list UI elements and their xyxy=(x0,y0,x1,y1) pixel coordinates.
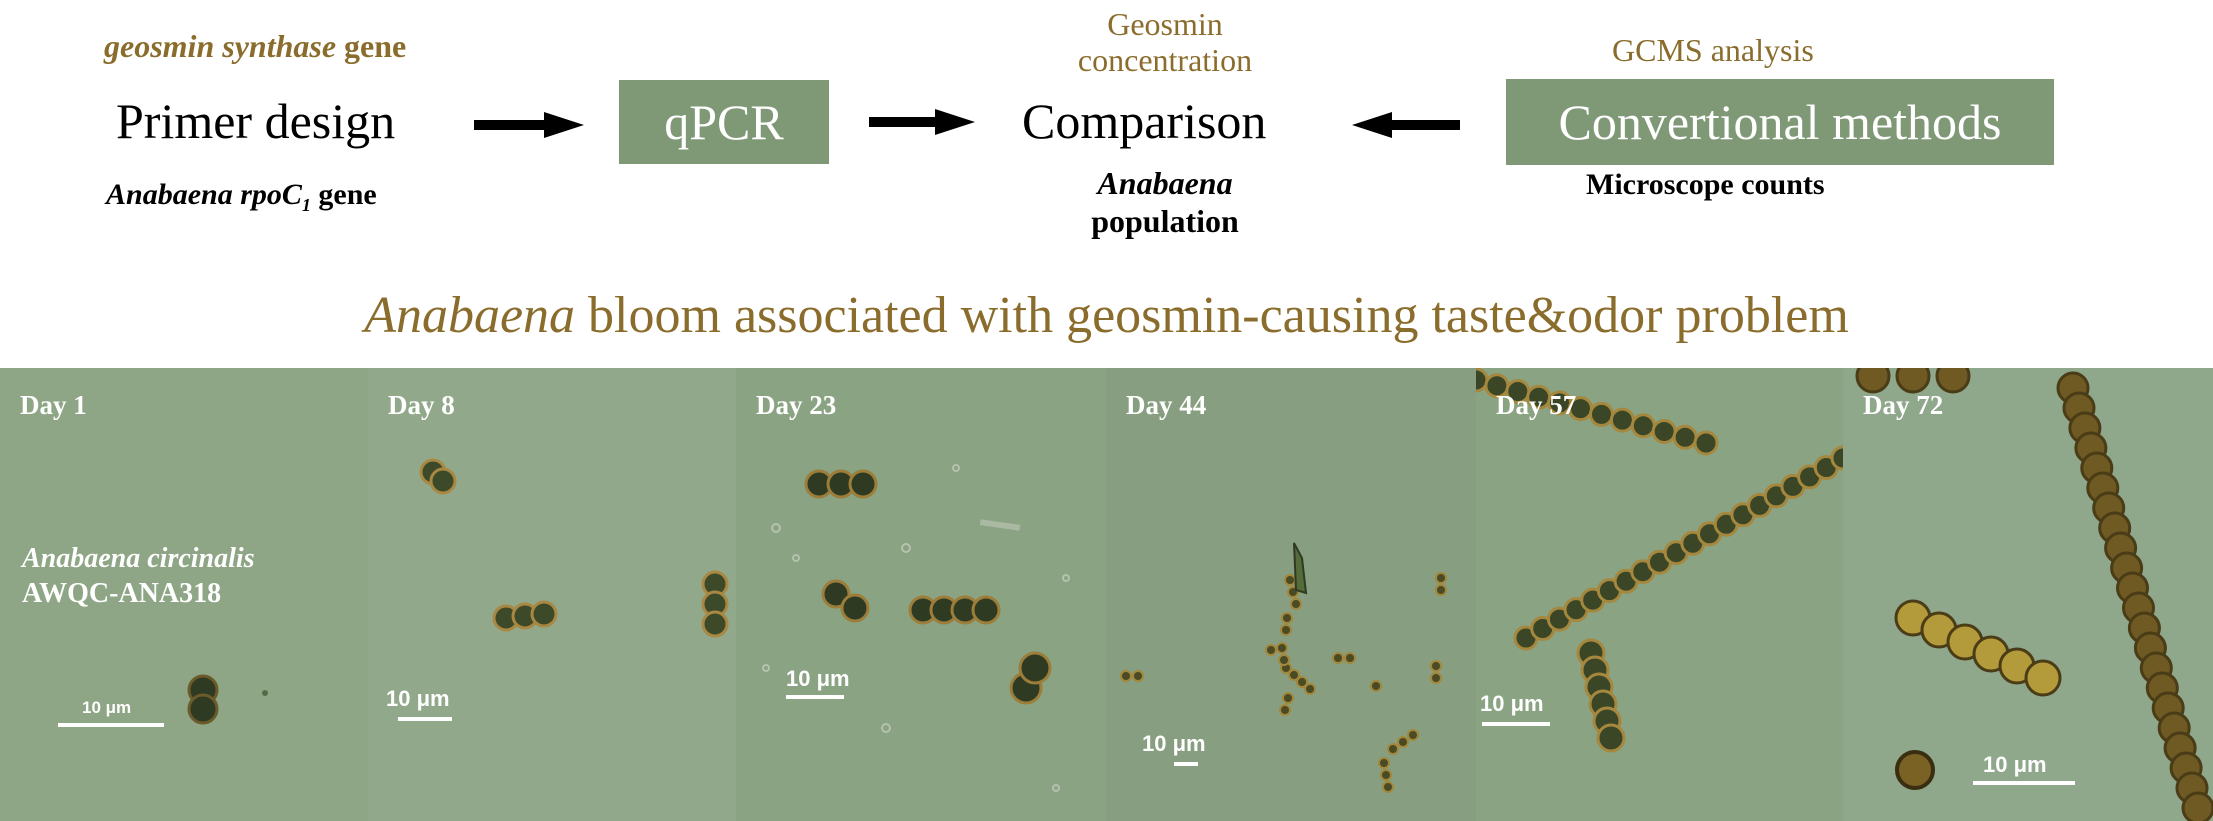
strain-name: Anabaena circinalis xyxy=(22,543,255,574)
primer-bottom-italic: Anabaena rpoC xyxy=(106,178,302,211)
microscope-panels: Day 1 Anabaena circinalis AWQC-ANA318 10… xyxy=(0,368,2213,821)
primer-top-rest: gene xyxy=(336,28,407,64)
panel-day-72-scale-bar xyxy=(1973,781,2075,785)
primer-top-italic: geosmin synthase xyxy=(104,28,337,64)
panel-day-57-image xyxy=(1476,368,1843,753)
panel-day-8-scale-label: 10 μm xyxy=(386,686,450,711)
panel-day-23-image xyxy=(762,464,1070,792)
comparison-top-label: Geosmin concentration xyxy=(1020,6,1310,78)
panel-day-23-scale-bar xyxy=(786,695,844,699)
strain-id: AWQC-ANA318 xyxy=(22,578,222,609)
primer-top-label: geosmin synthase gene xyxy=(104,28,406,65)
panel-day-1-scale-label: 10 μm xyxy=(82,698,132,717)
arrow-right-1 xyxy=(474,112,584,138)
conventional-methods-label: Convertional methods xyxy=(1558,94,2002,150)
conventional-methods-box: Convertional methods xyxy=(1506,79,2054,165)
panel-day-1-label: Day 1 xyxy=(20,390,87,420)
panel-day-23-scale-label: 10 μm xyxy=(786,666,850,691)
panel-day-8: Day 8 10 μm xyxy=(368,368,736,821)
panel-day-44: Day 44 10 μm xyxy=(1106,368,1476,821)
panel-day-44-label: Day 44 xyxy=(1126,390,1207,420)
panel-day-57: Day 57 10 μm xyxy=(1476,368,1843,821)
comparison-bottom-line1: Anabaena xyxy=(1097,165,1233,201)
headline-italic: Anabaena xyxy=(364,287,576,344)
panel-day-23-label: Day 23 xyxy=(756,390,837,420)
headline: Anabaena bloom associated with geosmin-c… xyxy=(0,286,2213,345)
primer-bottom-rest: gene xyxy=(310,178,377,211)
primer-bottom-sub: 1 xyxy=(301,195,311,215)
comparison-top-line1: Geosmin xyxy=(1107,6,1223,42)
panel-day-1: Day 1 Anabaena circinalis AWQC-ANA318 10… xyxy=(0,368,368,821)
arrow-right-2 xyxy=(869,109,975,135)
panel-day-72-image xyxy=(1855,368,2213,821)
headline-rest: bloom associated with geosmin-causing ta… xyxy=(575,287,1849,344)
microscope-label: Microscope counts xyxy=(1586,168,1825,201)
primer-bottom-label: Anabaena rpoC1 gene xyxy=(106,178,377,216)
arrow-left xyxy=(1352,112,1460,138)
panel-day-57-label: Day 57 xyxy=(1496,390,1577,420)
primer-design-label: Primer design xyxy=(116,93,396,149)
panel-day-1-scale-bar xyxy=(58,723,164,727)
panel-day-44-scale-bar xyxy=(1174,762,1198,766)
comparison-bottom-line2: population xyxy=(1091,203,1239,239)
panel-day-8-scale-bar xyxy=(398,717,452,721)
qpcr-box: qPCR xyxy=(619,80,829,164)
comparison-top-line2: concentration xyxy=(1077,42,1253,78)
comparison-label: Comparison xyxy=(1022,93,1267,149)
panel-day-72-scale-label: 10 μm xyxy=(1983,752,2047,777)
panel-day-23: Day 23 10 μm xyxy=(736,368,1106,821)
comparison-bottom-label: Anabaena population xyxy=(1020,164,1310,240)
panel-day-44-image xyxy=(1120,542,1447,793)
panel-day-8-image xyxy=(419,458,729,638)
gcms-label: GCMS analysis xyxy=(1612,32,1814,68)
qpcr-label: qPCR xyxy=(664,94,784,150)
panel-day-1-image xyxy=(187,674,268,725)
panel-day-57-scale-bar xyxy=(1482,722,1550,726)
panel-day-44-scale-label: 10 μm xyxy=(1142,731,1206,756)
panel-day-72: Day 72 10 μm xyxy=(1843,368,2213,821)
panel-day-8-label: Day 8 xyxy=(388,390,455,420)
panel-day-57-scale-label: 10 μm xyxy=(1480,691,1544,716)
panel-day-72-label: Day 72 xyxy=(1863,390,1944,420)
